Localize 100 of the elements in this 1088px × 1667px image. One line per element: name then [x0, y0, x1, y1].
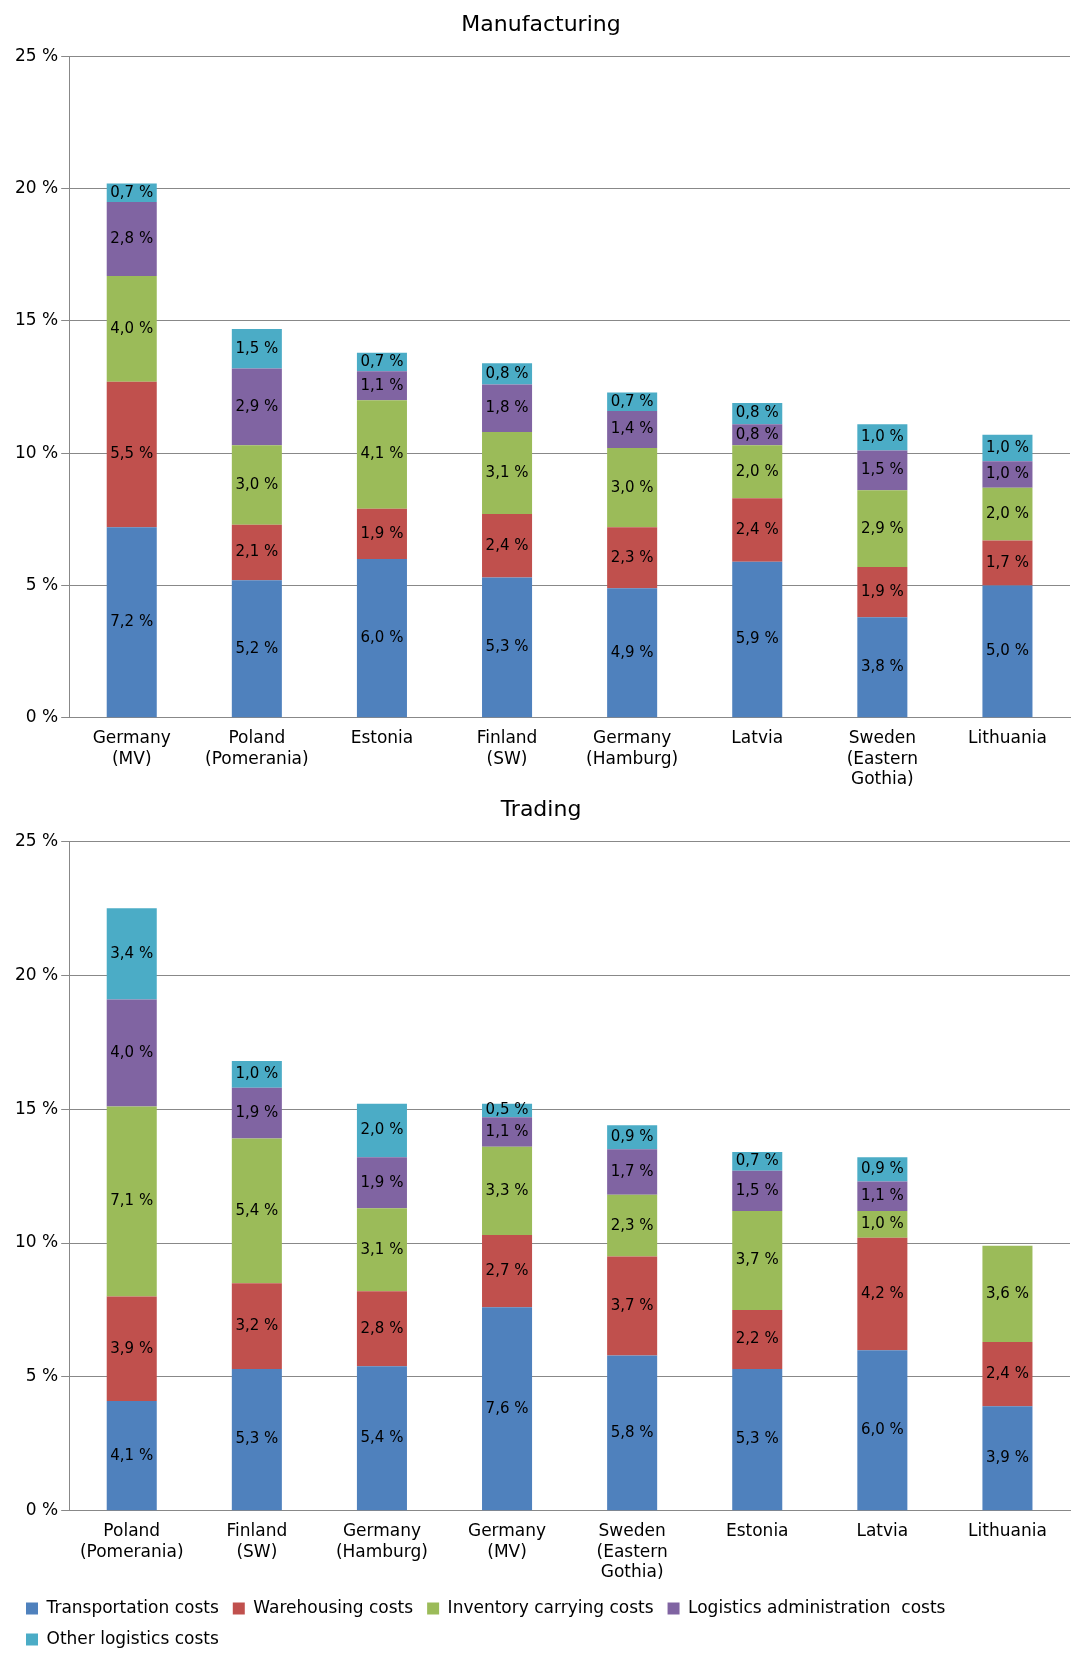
data-label: 0,8 % — [485, 363, 529, 382]
legend-label: Transportation costs — [45, 1596, 219, 1617]
bar — [106, 201, 157, 276]
data-label: 1,0 % — [235, 1064, 279, 1083]
data-label: 2,9 % — [860, 518, 904, 537]
x-tick-label: Latvia — [856, 1520, 909, 1541]
data-label: 1,0 % — [860, 427, 904, 446]
bar — [231, 368, 282, 446]
data-label: 5,3 % — [735, 1429, 779, 1448]
data-label: 3,1 % — [485, 462, 529, 481]
data-label: 1,5 % — [860, 460, 904, 479]
data-label: 0,5 % — [485, 1100, 529, 1119]
bar — [231, 1283, 282, 1369]
data-label: 5,0 % — [986, 641, 1029, 660]
bar — [982, 585, 1033, 718]
data-label: 0,7 % — [110, 182, 154, 201]
data-label: 2,8 % — [360, 1318, 404, 1337]
bar — [356, 1103, 407, 1158]
x-tick-label: Lithuania — [968, 727, 1047, 748]
data-label: 4,0 % — [110, 318, 154, 337]
data-label: 1,0 % — [986, 437, 1029, 456]
data-label: 4,9 % — [610, 642, 654, 661]
data-label: 3,0 % — [235, 474, 279, 493]
y-tick-label: 15 % — [14, 309, 59, 330]
y-tick-label: 5 % — [25, 573, 59, 594]
data-label: 7,1 % — [110, 1191, 154, 1210]
bar — [607, 1149, 658, 1195]
y-tick-label: 10 % — [14, 1231, 59, 1252]
data-label: 6,0 % — [860, 1420, 904, 1439]
bar — [732, 498, 783, 562]
data-label: 1,9 % — [360, 1172, 404, 1191]
y-tick-label: 5 % — [25, 1365, 59, 1386]
bar — [482, 1235, 533, 1308]
data-label: 3,7 % — [735, 1250, 779, 1269]
data-label: 3,8 % — [860, 657, 904, 676]
legend-label: Warehousing costs — [253, 1596, 414, 1617]
data-label: 5,4 % — [235, 1200, 279, 1219]
bar — [106, 1296, 157, 1402]
data-label: 2,0 % — [360, 1120, 404, 1139]
data-label: 5,2 % — [235, 638, 279, 657]
data-label: 4,2 % — [860, 1283, 904, 1302]
data-label: 5,9 % — [735, 629, 779, 648]
data-label: 5,4 % — [360, 1428, 404, 1447]
data-label: 2,2 % — [735, 1329, 779, 1348]
y-tick-label: 25 % — [14, 44, 59, 65]
data-label: 2,3 % — [610, 1215, 654, 1234]
data-label: 2,0 % — [986, 503, 1029, 522]
bar — [106, 381, 157, 528]
data-label: 7,6 % — [485, 1398, 529, 1417]
data-label: 5,3 % — [485, 637, 529, 656]
data-label: 3,1 % — [360, 1239, 404, 1258]
legend-label: Other logistics costs — [46, 1627, 219, 1648]
data-label: 1,9 % — [235, 1103, 279, 1122]
bar — [482, 514, 533, 578]
legend-label: Logistics administration costs — [688, 1596, 946, 1617]
data-label: 1,1 % — [485, 1121, 529, 1140]
data-label: 3,9 % — [110, 1338, 154, 1357]
bar — [857, 490, 908, 567]
bar — [231, 524, 282, 581]
data-label: 1,4 % — [610, 419, 654, 438]
bar — [732, 561, 783, 718]
bar — [356, 508, 407, 560]
bar — [732, 1309, 783, 1369]
bar — [732, 445, 783, 499]
bar — [607, 1194, 658, 1257]
bar — [231, 1087, 282, 1139]
data-label: 0,9 % — [610, 1127, 654, 1146]
bar — [106, 999, 157, 1107]
x-tick-label: Germany (Hamburg) — [586, 727, 679, 768]
bar — [482, 432, 533, 515]
data-label: 1,5 % — [735, 1180, 779, 1199]
data-label: 2,0 % — [735, 461, 779, 480]
data-label: 2,3 % — [610, 547, 654, 566]
chart-title: Trading — [499, 795, 582, 821]
data-label: 7,2 % — [110, 612, 154, 631]
y-tick-label: 0 % — [25, 706, 59, 727]
bar — [356, 1366, 407, 1511]
data-label: 1,7 % — [986, 552, 1029, 571]
data-label: 1,1 % — [860, 1186, 904, 1205]
bar — [482, 384, 533, 433]
x-tick-label: Sweden (Eastern Gothia) — [596, 1520, 668, 1582]
x-tick-label: Poland (Pomerania) — [205, 727, 309, 768]
bar — [356, 559, 407, 718]
data-label: 2,4 % — [986, 1364, 1029, 1383]
data-label: 3,2 % — [235, 1315, 279, 1334]
y-tick-label: 20 % — [14, 177, 59, 198]
bar — [106, 1106, 157, 1297]
x-tick-label: Germany (MV) — [467, 1520, 547, 1561]
data-label: 3,6 % — [986, 1283, 1029, 1302]
x-tick-label: Latvia — [731, 727, 784, 748]
data-label: 5,5 % — [110, 444, 154, 463]
bar — [982, 540, 1033, 586]
data-label: 0,7 % — [735, 1151, 779, 1170]
y-tick-label: 20 % — [14, 963, 59, 984]
data-label: 1,1 % — [360, 375, 404, 394]
data-label: 5,3 % — [235, 1429, 279, 1448]
data-label: 2,9 % — [235, 396, 279, 415]
bar — [231, 580, 282, 718]
data-label: 2,1 % — [235, 542, 279, 561]
data-label: 1,5 % — [235, 338, 279, 357]
